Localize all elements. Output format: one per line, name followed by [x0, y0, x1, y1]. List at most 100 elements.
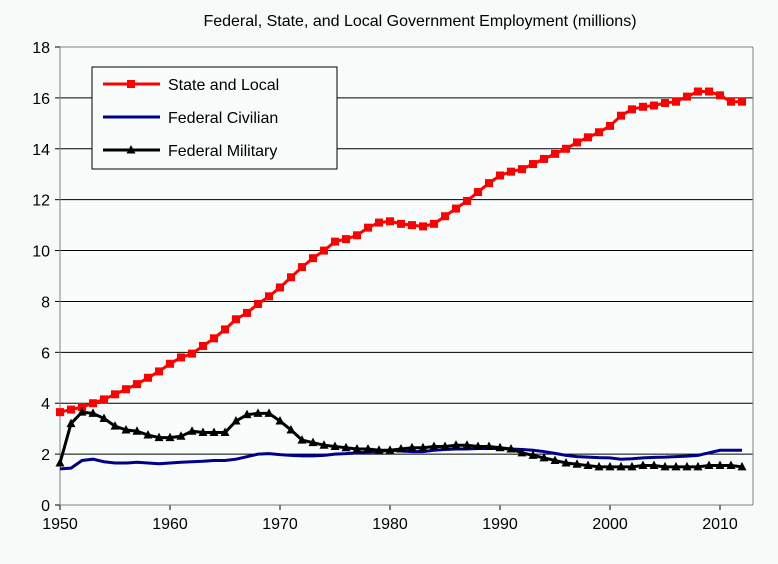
x-tick-label: 1960 — [152, 516, 188, 533]
data-point — [122, 385, 130, 394]
data-point — [232, 315, 240, 324]
data-point — [704, 460, 714, 470]
data-point — [694, 87, 702, 96]
data-point — [539, 452, 549, 462]
data-point — [727, 97, 735, 106]
data-point — [407, 442, 417, 452]
legend: State and Local Federal Civilian Federal M… — [91, 66, 338, 170]
data-point — [517, 447, 527, 457]
data-point — [584, 133, 592, 142]
data-point — [342, 235, 350, 244]
data-point — [67, 405, 75, 414]
data-point — [297, 435, 307, 444]
data-point — [320, 246, 328, 255]
data-point — [308, 437, 318, 447]
data-point — [111, 390, 119, 399]
data-point — [682, 461, 692, 471]
data-point — [341, 442, 351, 452]
data-point — [616, 461, 626, 471]
data-point — [309, 254, 317, 263]
data-point — [353, 231, 361, 240]
data-point — [89, 399, 97, 408]
data-point — [298, 263, 306, 272]
data-point — [562, 144, 570, 153]
data-point — [133, 380, 141, 389]
data-point — [463, 196, 471, 205]
data-point — [154, 432, 164, 442]
data-point — [716, 91, 724, 100]
data-point — [166, 359, 174, 368]
data-point — [418, 442, 428, 452]
data-point — [242, 409, 252, 419]
chart-title: Federal, State, and Local Government Emp… — [203, 13, 636, 30]
data-point — [243, 308, 251, 317]
legend-marker — [127, 80, 135, 88]
data-point — [715, 460, 725, 470]
data-point — [628, 105, 636, 114]
data-point — [693, 461, 703, 471]
axes: 0 2 4 6 8 10 12 14 16 18 1950 1960 1970 1980 1990 2000 2… — [32, 40, 754, 533]
data-point — [650, 101, 658, 110]
data-point — [143, 430, 153, 439]
y-tick-label: 16 — [32, 91, 50, 108]
data-point — [705, 87, 713, 96]
data-point — [572, 459, 582, 468]
legend-label: Federal Civilian — [168, 110, 278, 127]
data-point — [77, 407, 87, 416]
y-tick-label: 2 — [41, 447, 50, 464]
data-point — [595, 128, 603, 137]
data-point — [617, 111, 625, 120]
x-tick-label: 2000 — [592, 516, 628, 533]
data-point — [452, 204, 460, 213]
data-point — [253, 408, 263, 417]
data-point — [649, 460, 659, 470]
y-tick-label: 18 — [32, 40, 50, 57]
data-point — [606, 121, 614, 130]
legend-marker — [126, 145, 136, 154]
data-point — [275, 416, 285, 425]
legend-label: Federal Military — [168, 143, 277, 160]
legend-label: State and Local — [168, 77, 279, 94]
y-tick-label: 0 — [41, 498, 50, 515]
data-point — [528, 450, 538, 459]
data-point — [737, 461, 747, 471]
data-point — [397, 219, 405, 228]
data-point — [121, 424, 131, 434]
data-point — [507, 167, 515, 176]
data-point — [385, 445, 395, 454]
data-point — [210, 334, 218, 343]
data-point — [176, 431, 186, 440]
data-point — [198, 427, 208, 436]
x-tick-label: 1950 — [42, 516, 78, 533]
data-point — [364, 223, 372, 232]
data-point — [661, 98, 669, 107]
data-point — [518, 165, 526, 174]
data-point — [561, 458, 571, 467]
data-point — [100, 395, 108, 404]
data-point — [386, 217, 394, 226]
data-point — [408, 221, 416, 230]
data-point — [474, 188, 482, 197]
data-point — [484, 441, 494, 450]
data-point — [231, 416, 241, 425]
data-point — [529, 160, 537, 169]
data-point — [55, 458, 65, 467]
data-point — [419, 222, 427, 231]
data-point — [583, 460, 593, 470]
x-tick-label: 1970 — [262, 516, 298, 533]
data-point — [551, 149, 559, 158]
data-point — [188, 349, 196, 358]
data-point — [319, 440, 329, 449]
data-point — [66, 418, 76, 428]
data-point — [726, 460, 736, 470]
data-point — [209, 427, 219, 436]
data-point — [441, 212, 449, 221]
data-point — [132, 426, 142, 435]
y-tick-label: 12 — [32, 193, 50, 210]
data-point — [550, 455, 560, 464]
data-point — [738, 97, 746, 106]
data-point — [276, 283, 284, 292]
data-point — [396, 444, 406, 453]
data-point — [177, 353, 185, 362]
